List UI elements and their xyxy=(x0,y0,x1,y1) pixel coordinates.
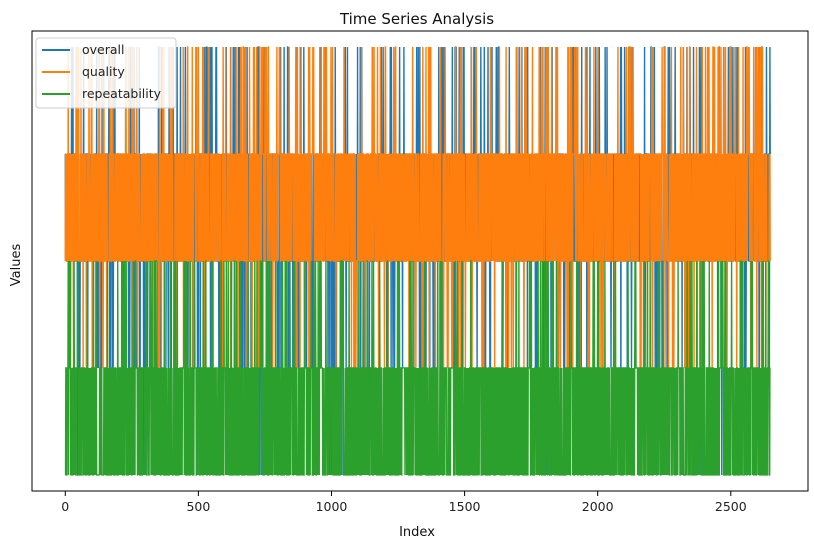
x-tick-label-2500: 2500 xyxy=(715,499,747,514)
series-line-repeatability xyxy=(64,260,771,476)
legend-frame xyxy=(35,37,177,109)
legend-label-overall: overall xyxy=(82,42,124,57)
plot-area xyxy=(64,46,771,476)
x-tick-label-1500: 1500 xyxy=(449,499,481,514)
y-axis-title: Values xyxy=(9,244,24,287)
x-tick-label-1000: 1000 xyxy=(316,499,348,514)
plot-frame xyxy=(31,30,809,492)
x-tick-label-500: 500 xyxy=(186,499,210,514)
series-line-quality xyxy=(64,46,771,369)
legend: overall quality repeatability xyxy=(35,37,177,109)
legend-label-quality: quality xyxy=(82,64,125,79)
x-tick-label-0: 0 xyxy=(61,499,69,514)
x-axis: 0 500 1000 1500 2000 2500 xyxy=(61,491,747,514)
x-axis-title: Index xyxy=(399,525,435,540)
x-tick-label-2000: 2000 xyxy=(582,499,614,514)
legend-label-repeatability: repeatability xyxy=(82,86,162,101)
chart-title: Time Series Analysis xyxy=(339,10,494,28)
